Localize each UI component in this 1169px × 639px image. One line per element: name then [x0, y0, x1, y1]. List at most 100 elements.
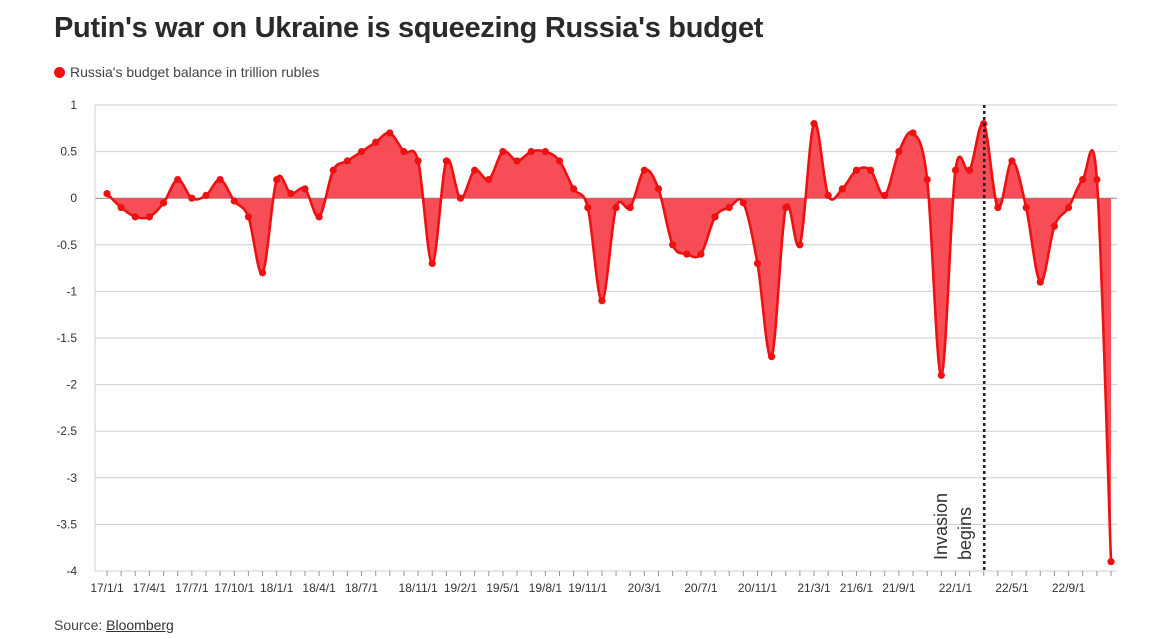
data-point	[258, 269, 267, 277]
data-point	[852, 166, 861, 174]
data-point	[117, 203, 125, 212]
data-point	[753, 259, 762, 268]
y-tick-label: -3	[66, 471, 77, 485]
data-point	[739, 199, 747, 207]
data-point	[810, 120, 818, 128]
x-tick-label: 22/1/1	[939, 581, 973, 595]
data-point	[796, 241, 804, 249]
data-point	[1107, 558, 1115, 566]
x-tick-label: 18/7/1	[345, 581, 379, 595]
invasion-annotation: Invasion begins	[931, 493, 975, 560]
data-point	[386, 129, 394, 137]
data-point	[159, 199, 168, 207]
y-tick-label: -2	[66, 378, 77, 392]
x-tick-label: 21/6/1	[840, 581, 874, 595]
data-point	[400, 148, 408, 156]
data-point	[442, 157, 450, 165]
y-tick-label: -4	[66, 564, 77, 578]
source-note: Source: Bloomberg	[54, 617, 174, 633]
data-point	[131, 213, 139, 221]
data-point	[654, 185, 663, 193]
data-point	[768, 353, 776, 361]
x-tick-label: 22/9/1	[1052, 581, 1086, 595]
data-point	[555, 157, 564, 165]
x-tick-label: 17/7/1	[175, 581, 209, 595]
data-point	[1064, 203, 1073, 212]
data-point	[499, 148, 507, 156]
x-tick-label: 18/4/1	[302, 581, 336, 595]
x-tick-label: 21/3/1	[797, 581, 831, 595]
x-tick-label: 17/10/1	[214, 581, 254, 595]
data-point	[711, 213, 719, 221]
data-point	[273, 175, 281, 184]
data-point	[1050, 222, 1059, 230]
y-tick-label: -1	[66, 284, 77, 298]
data-point	[782, 203, 790, 212]
data-point	[343, 157, 351, 165]
data-point	[456, 194, 465, 202]
y-tick-label: -2.5	[56, 424, 77, 438]
source-link[interactable]: Bloomberg	[106, 617, 174, 633]
x-tick-label: 20/11/1	[738, 581, 777, 595]
y-tick-label: 0.5	[60, 145, 77, 159]
data-point	[669, 241, 677, 249]
data-point	[230, 197, 238, 205]
data-point	[372, 138, 380, 146]
data-point	[315, 213, 323, 221]
data-point	[428, 259, 436, 268]
legend-marker	[54, 66, 65, 78]
data-point	[824, 191, 832, 200]
data-point	[697, 250, 705, 258]
x-tick-label: 18/11/1	[399, 581, 438, 595]
x-tick-label: 22/5/1	[995, 581, 1029, 595]
x-tick-label: 17/4/1	[133, 581, 167, 595]
series-line	[106, 122, 1113, 562]
legend-label: Russia's budget balance in trillion rubl…	[70, 64, 320, 80]
x-tick-label: 19/8/1	[529, 581, 563, 595]
data-point	[612, 203, 620, 212]
y-tick-label: -3.5	[56, 517, 77, 531]
x-tick-label: 17/1/1	[90, 581, 124, 595]
data-point	[414, 157, 422, 165]
data-point	[881, 191, 889, 200]
data-point	[867, 166, 875, 174]
data-point	[1008, 157, 1016, 165]
data-point	[513, 157, 521, 165]
data-point	[640, 166, 648, 174]
data-point	[527, 148, 535, 156]
data-point	[838, 185, 846, 193]
data-point	[145, 213, 154, 221]
data-point	[174, 175, 182, 184]
y-tick-label: 0	[70, 191, 77, 205]
invasion-label-line: Invasion	[931, 493, 951, 560]
data-point	[357, 148, 366, 156]
data-point	[329, 166, 337, 174]
y-tick-label: -1.5	[56, 331, 77, 345]
data-point	[541, 148, 549, 156]
data-point	[471, 166, 479, 174]
data-point	[951, 166, 960, 174]
data-point	[598, 297, 606, 305]
data-point	[909, 129, 917, 137]
x-tick-label: 18/1/1	[260, 581, 294, 595]
y-tick-label: -0.5	[56, 238, 77, 252]
invasion-label-line: begins	[955, 507, 975, 560]
data-point	[1079, 175, 1087, 184]
data-point	[188, 194, 196, 202]
data-point	[287, 189, 295, 198]
data-point	[683, 250, 691, 258]
data-point	[485, 175, 493, 184]
y-tick-label: 1	[70, 98, 77, 112]
data-point	[626, 203, 634, 212]
chart-title: Putin's war on Ukraine is squeezing Russ…	[54, 12, 764, 44]
data-point	[923, 175, 931, 184]
area-fill	[107, 122, 1111, 562]
data-point	[570, 185, 578, 193]
data-point	[1022, 203, 1030, 212]
data-point	[1093, 175, 1101, 184]
data-point	[202, 191, 210, 200]
source-label: Source:	[54, 617, 103, 633]
data-point	[103, 189, 111, 198]
data-point	[895, 148, 903, 156]
